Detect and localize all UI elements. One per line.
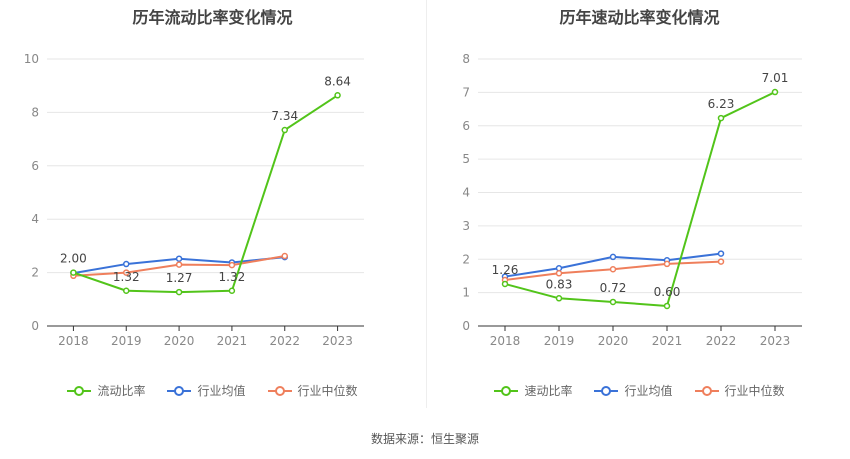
x-tick-label: 2021 [217,334,248,348]
y-tick-label: 6 [31,159,39,173]
chart-title: 历年流动比率变化情况 [132,8,293,27]
legend-item[interactable]: 速动比率 [494,382,572,399]
y-tick-label: 7 [462,85,470,99]
y-tick-label: 6 [462,119,470,133]
legend-item[interactable]: 流动比率 [67,382,145,399]
data-point [334,92,341,99]
legend-label: 行业均值 [624,384,673,398]
series-line-company [504,91,776,307]
legend-label: 流动比率 [97,384,146,398]
x-tick-label: 2020 [164,334,195,348]
data-point [663,260,671,268]
data-label: 7.34 [271,109,298,123]
chart-panel-quick-ratio: 历年速动比率变化情况 0 1 2 3 4 5 6 7 8 2018 2019 2020 2021 2022… [427,0,850,420]
data-point [663,302,671,310]
current-ratio-line-chart: 0 2 4 6 8 10 2018 2019 2020 2021 2022 2023 2.00 1.32 1… [24,52,364,348]
data-point [717,258,725,265]
data-label: 2.00 [60,252,87,266]
data-source-note: 数据来源：恒生聚源 [370,432,479,446]
x-tick-label: 2022 [706,334,737,348]
data-label: 1.32 [219,270,246,284]
x-tick-label: 2018 [58,334,89,348]
x-tick-label: 2020 [598,334,629,348]
data-point [70,269,77,276]
data-point [175,261,183,268]
y-tick-label: 2 [31,266,39,280]
data-label: 0.83 [546,277,573,291]
data-point [609,266,617,273]
data-point [717,250,725,257]
data-point [228,287,236,295]
data-point [175,288,183,296]
data-label: 1.32 [113,270,140,284]
legend-item[interactable]: 行业中位数 [694,382,785,399]
legend-item[interactable]: 行业中位数 [267,382,358,399]
data-point [123,269,130,276]
legend-swatch-icon [594,385,619,396]
y-tick-label: 1 [462,286,470,300]
data-point [717,114,725,122]
x-tick-label: 2023 [322,334,353,348]
legend-item[interactable]: 行业均值 [167,382,246,399]
data-label: 1.26 [492,263,519,277]
y-tick-label: 10 [24,52,39,66]
x-tick-label: 2021 [652,334,683,348]
data-point [281,126,288,134]
chart-legend: 速动比率 行业均值 行业中位数 [427,382,850,399]
data-label: 1.27 [166,271,193,285]
chart-title: 历年速动比率变化情况 [559,8,720,27]
legend-label: 行业均值 [197,384,246,398]
data-point [555,295,563,302]
y-tick-label: 3 [462,219,470,233]
y-tick-label: 4 [31,212,39,226]
x-tick-label: 2019 [544,334,575,348]
data-point [609,253,617,261]
legend-swatch-icon [694,385,719,396]
legend-label: 行业中位数 [724,384,785,398]
data-point [771,88,779,96]
y-tick-label: 0 [462,319,470,333]
legend-swatch-icon [167,385,192,396]
series-line-company [73,94,339,294]
data-point [123,287,130,295]
data-point [228,261,236,269]
data-point [555,270,563,277]
y-tick-label: 2 [462,252,470,266]
y-tick-label: 8 [462,52,470,66]
x-tick-label: 2023 [760,334,791,348]
y-tick-label: 5 [462,152,470,166]
data-point [555,265,563,272]
data-point [175,255,183,262]
y-tick-label: 4 [462,186,470,200]
legend-label: 速动比率 [524,384,573,398]
data-label: 8.64 [324,74,351,88]
chart-panel-current-ratio: 历年流动比率变化情况 0 2 4 6 8 10 2018 2019 2020 2021 2022 20… [0,0,425,420]
y-tick-label: 0 [31,319,39,333]
x-tick-label: 2018 [490,334,521,348]
legend-swatch-icon [267,385,292,396]
panel-divider [426,0,427,408]
legend-swatch-icon [494,385,519,396]
legend-item[interactable]: 行业均值 [594,382,673,399]
chart-legend: 流动比率 行业均值 行业中位数 [0,382,425,399]
x-tick-label: 2019 [111,334,142,348]
data-point [123,260,130,268]
data-point [281,252,288,260]
data-point [609,298,617,306]
legend-label: 行业中位数 [297,384,358,398]
quick-ratio-line-chart: 0 1 2 3 4 5 6 7 8 2018 2019 2020 2021 2022 2023 1.26 0.8… [462,52,802,348]
data-label: 6.23 [708,97,735,111]
y-tick-label: 8 [31,105,39,119]
data-label: 0.60 [654,285,681,299]
data-label: 0.72 [600,281,627,295]
legend-swatch-icon [67,385,92,396]
x-tick-label: 2022 [269,334,300,348]
data-point [501,280,509,288]
data-label: 7.01 [762,71,789,85]
